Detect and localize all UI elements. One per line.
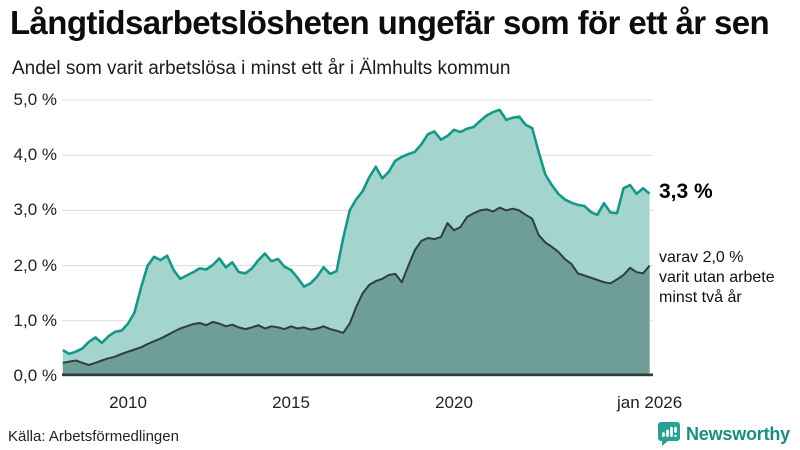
y-axis-tick-label: 0,0 % <box>13 366 57 385</box>
secondary-series-label-line1: varav 2,0 % <box>659 249 744 266</box>
series-area-two-years <box>62 207 650 376</box>
secondary-series-label-line2: varit utan arbete <box>659 269 775 286</box>
x-axis-tick-label: 2015 <box>272 393 310 412</box>
y-axis-tick-label: 3,0 % <box>13 200 57 220</box>
x-axis-tick-label: 2020 <box>435 393 473 412</box>
latest-value-label: 3,3 % <box>659 180 713 203</box>
newsworthy-logo-text: Newsworthy <box>685 423 790 444</box>
y-axis-tick-label: 4,0 % <box>13 145 57 165</box>
secondary-series-label: varav 2,0 % varit utan arbete minst två … <box>659 248 775 308</box>
secondary-series-label-line3: minst två år <box>659 289 742 306</box>
chart-subtitle: Andel som varit arbetslösa i minst ett å… <box>12 58 511 79</box>
y-axis-tick-label: 5,0 % <box>13 90 57 109</box>
y-axis-tick-label: 2,0 % <box>13 255 57 275</box>
x-axis-tick-label: 2010 <box>109 393 147 412</box>
series-line-two-years <box>62 206 651 366</box>
newsworthy-logo-icon <box>657 421 680 446</box>
series-line-one-year <box>62 108 651 356</box>
x-axis-tick-label: jan 2026 <box>616 393 683 412</box>
source-credit: Källa: Arbetsförmedlingen <box>8 428 179 445</box>
page-title: Långtidsarbetslösheten ungefär som för e… <box>10 4 770 41</box>
y-axis-tick-label: 1,0 % <box>13 310 57 330</box>
newsworthy-logo: Newsworthy <box>657 421 790 447</box>
